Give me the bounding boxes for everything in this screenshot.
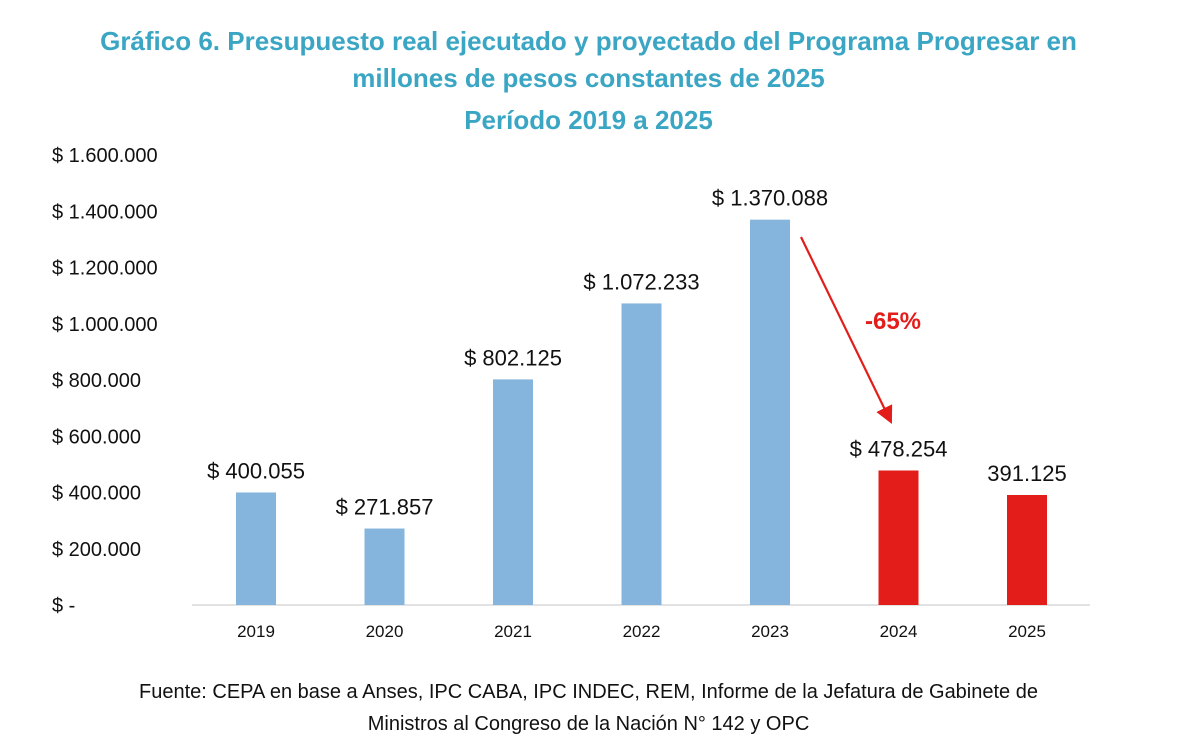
x-tick-label: 2024 [880,622,918,641]
data-label: 391.125 [987,461,1067,486]
bar-2025 [1007,494,1047,605]
y-tick-label: $ 1.200.000 [52,258,158,280]
bar-2021 [493,379,533,605]
data-label: $ 271.857 [336,495,434,520]
y-tick-label: $ 400.000 [52,483,141,505]
bar-2020 [364,528,405,605]
y-tick-label: $ 800.000 [52,370,141,392]
data-label: $ 1.370.088 [712,186,828,211]
data-label: $ 478.254 [850,436,948,461]
chart-title-line-3: Período 2019 a 2025 [464,105,713,135]
bar-2024 [878,470,919,605]
x-tick-label: 2020 [366,622,404,641]
x-tick-label: 2019 [237,622,275,641]
data-label: $ 400.055 [207,458,305,483]
x-tick-label: 2023 [751,622,789,641]
decline-arrow [800,236,893,424]
x-tick-label: 2025 [1008,622,1046,641]
bar-2022 [621,303,662,605]
source-line-1: Fuente: CEPA en base a Anses, IPC CABA, … [139,681,1038,703]
source-note: Fuente: CEPA en base a Anses, IPC CABA, … [0,676,1177,740]
chart-title-line-1: Gráfico 6. Presupuesto real ejecutado y … [100,26,1077,56]
data-label: $ 802.125 [464,345,562,370]
chart-title-line-2: millones de pesos constantes de 2025 [352,63,825,93]
bar-2023 [750,219,790,605]
y-tick-label: $ - [52,595,75,617]
y-tick-label: $ 600.000 [52,426,141,448]
y-tick-label: $ 1.400.000 [52,201,158,223]
source-line-2: Ministros al Congreso de la Nación N° 14… [367,713,810,735]
x-tick-label: 2021 [494,622,532,641]
y-tick-label: $ 200.000 [52,539,141,561]
data-label: $ 1.072.233 [583,269,699,294]
x-tick-label: 2022 [623,622,661,641]
decline-percent-label: -65% [865,308,921,335]
bar-2019 [236,492,276,605]
y-tick-label: $ 1.600.000 [52,145,158,167]
y-tick-label: $ 1.000.000 [52,314,158,336]
